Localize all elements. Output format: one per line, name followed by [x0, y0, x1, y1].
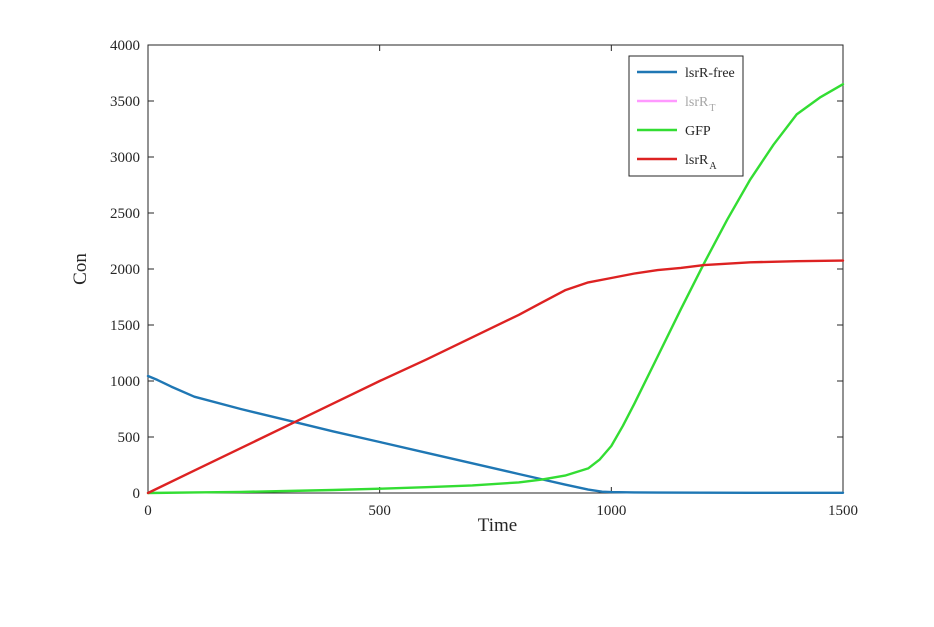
y-tick-label: 0	[133, 486, 141, 502]
y-tick-label: 1500	[110, 318, 140, 334]
y-tick-label: 3500	[110, 94, 140, 110]
legend-label: GFP	[685, 124, 711, 139]
tick-labels: 0 500 1000 1500 0 500 1000 1500 2000 2500 3000 3500…	[110, 38, 858, 519]
y-tick-label: 500	[118, 430, 141, 446]
x-tick-label: 1500	[828, 503, 858, 519]
x-tick-label: 1000	[596, 503, 626, 519]
y-tick-label: 2000	[110, 262, 140, 278]
y-tick-label: 1000	[110, 374, 140, 390]
series-line-0	[146, 374, 845, 494]
legend-label: lsrR-free	[685, 66, 735, 81]
legend-label: lsrRA	[685, 153, 717, 172]
series-line-3	[146, 259, 845, 495]
x-tick-label: 500	[368, 503, 391, 519]
legend: lsrR-free lsrRT GFP lsrRA	[628, 55, 744, 177]
y-axis-label: Con	[70, 253, 91, 285]
y-tick-label: 3000	[110, 150, 140, 166]
legend-label: lsrRT	[685, 95, 715, 114]
legend-box	[628, 55, 744, 177]
y-tick-label: 4000	[110, 38, 140, 54]
x-tick-label: 0	[144, 503, 152, 519]
x-axis-label: Time	[478, 515, 517, 536]
series-line-2	[146, 82, 845, 495]
y-tick-label: 2500	[110, 206, 140, 222]
series-lines	[146, 82, 845, 495]
